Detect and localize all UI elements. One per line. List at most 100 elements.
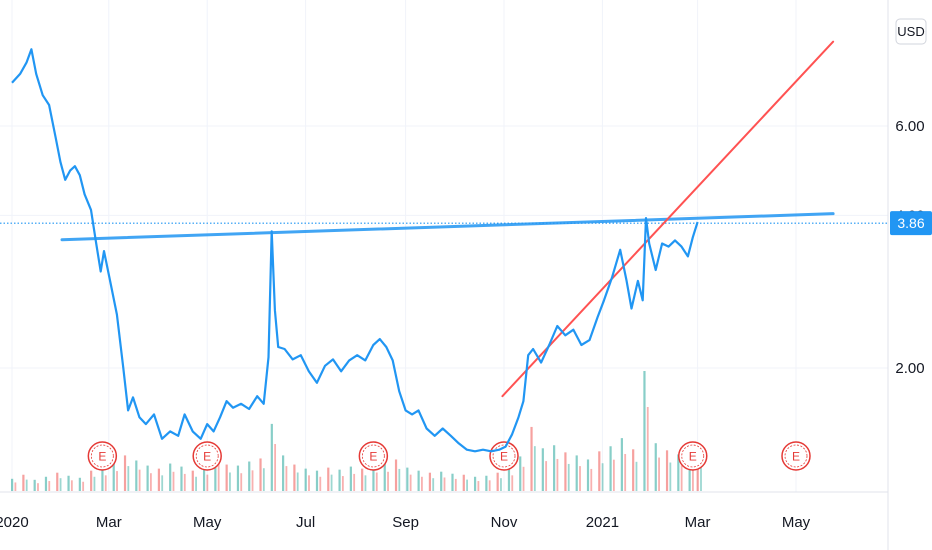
volume-bar — [500, 478, 502, 491]
volume-bar — [22, 474, 25, 491]
volume-bar — [598, 451, 601, 491]
volume-bar — [349, 466, 352, 491]
volume-bar — [462, 474, 465, 491]
volume-bar — [259, 458, 262, 491]
volume-bar — [296, 472, 299, 491]
volume-bar — [248, 461, 251, 491]
volume-bar — [700, 467, 702, 491]
volume-bar — [692, 463, 694, 491]
earnings-circle — [489, 441, 519, 471]
volume-bar — [172, 471, 175, 491]
earnings-marker[interactable]: E — [192, 441, 222, 471]
volume-bar — [25, 479, 28, 491]
volume-bar — [161, 475, 164, 491]
volume-bar — [282, 455, 285, 491]
trend-line-resistance[interactable] — [60, 212, 835, 242]
volume-bar — [658, 457, 660, 491]
volume-bar — [44, 476, 48, 491]
volume-bar — [319, 476, 322, 491]
volume-bar — [688, 452, 691, 491]
price-series-line — [11, 48, 699, 453]
volume-bar — [206, 474, 209, 491]
volume-bar — [394, 459, 398, 491]
currency-button[interactable]: USD — [895, 18, 927, 45]
volume-bar — [477, 481, 480, 491]
volume-bar — [127, 466, 130, 491]
y-axis[interactable]: 2.004.006.00 — [895, 118, 924, 377]
earnings-marker[interactable]: E — [489, 441, 519, 471]
volume-bar — [315, 470, 319, 491]
volume-bar — [138, 469, 141, 491]
volume-bar — [485, 475, 488, 491]
volume-bar — [421, 476, 423, 491]
x-tick-label: 2020 — [0, 514, 29, 531]
volume-bar — [635, 461, 638, 491]
volume-bar — [383, 463, 386, 491]
earnings-marker[interactable]: E — [678, 441, 708, 471]
volume-bar — [353, 473, 356, 491]
volume-bar — [590, 468, 593, 491]
volume-bar — [553, 445, 556, 491]
earnings-marker[interactable]: E — [358, 441, 389, 471]
volume-bar — [575, 455, 578, 491]
volume-bar — [93, 476, 96, 491]
volume-bar — [466, 479, 468, 491]
volume-bar — [530, 426, 533, 491]
volume-bar — [646, 407, 649, 491]
volume-bar — [632, 449, 635, 491]
volume-bar — [443, 477, 446, 491]
earnings-inner-ring — [195, 444, 219, 468]
volume-bar — [341, 476, 344, 491]
earnings-circle — [192, 441, 222, 471]
volume-bar — [304, 468, 307, 491]
trend-line-support[interactable] — [501, 40, 835, 398]
volume-bar — [432, 478, 435, 491]
volume-bar — [556, 458, 559, 491]
volume-bar — [225, 464, 228, 491]
volume-bar — [665, 450, 669, 491]
volume-bar — [240, 473, 243, 491]
volume-bar — [454, 478, 457, 491]
volume-bar — [586, 459, 590, 491]
earnings-label: E — [98, 450, 106, 464]
volume-bar — [364, 475, 367, 491]
volume-bar — [67, 475, 70, 491]
earnings-inner-ring — [681, 444, 705, 468]
volume-bar — [409, 474, 412, 491]
earnings-marker[interactable]: E — [781, 441, 811, 471]
volume-bar — [285, 466, 288, 491]
volume-bar — [522, 466, 525, 491]
volume-bar — [157, 468, 160, 491]
volume-bar — [507, 468, 511, 491]
volume-bar — [451, 473, 454, 491]
x-tick-label: Sep — [392, 514, 419, 531]
volume-bar — [643, 371, 646, 491]
volume-bar — [417, 470, 420, 491]
volume-bar — [330, 474, 333, 491]
earnings-circle — [678, 441, 708, 471]
volume-bar — [270, 423, 273, 491]
volume-bar — [150, 473, 152, 491]
earnings-inner-ring — [361, 444, 385, 468]
chart-grid — [0, 0, 888, 492]
earnings-circle — [358, 441, 389, 471]
earnings-marker[interactable]: E — [87, 441, 118, 471]
volume-bar — [375, 472, 378, 491]
volume-bar — [519, 456, 522, 491]
volume-bar — [696, 457, 699, 491]
earnings-inner-ring — [90, 444, 114, 468]
y-tick-label: 2.00 — [895, 360, 924, 377]
volume-bar — [183, 473, 186, 491]
volume-bar — [33, 479, 36, 491]
volume-bar — [101, 468, 104, 491]
earnings-label: E — [203, 450, 211, 464]
volume-bar — [70, 480, 73, 491]
volume-bar — [123, 455, 127, 491]
volume-bar — [293, 464, 296, 491]
volume-bar — [59, 478, 62, 491]
volume-bar — [338, 469, 341, 491]
volume-bar — [116, 471, 118, 491]
volume-bar — [398, 468, 401, 491]
